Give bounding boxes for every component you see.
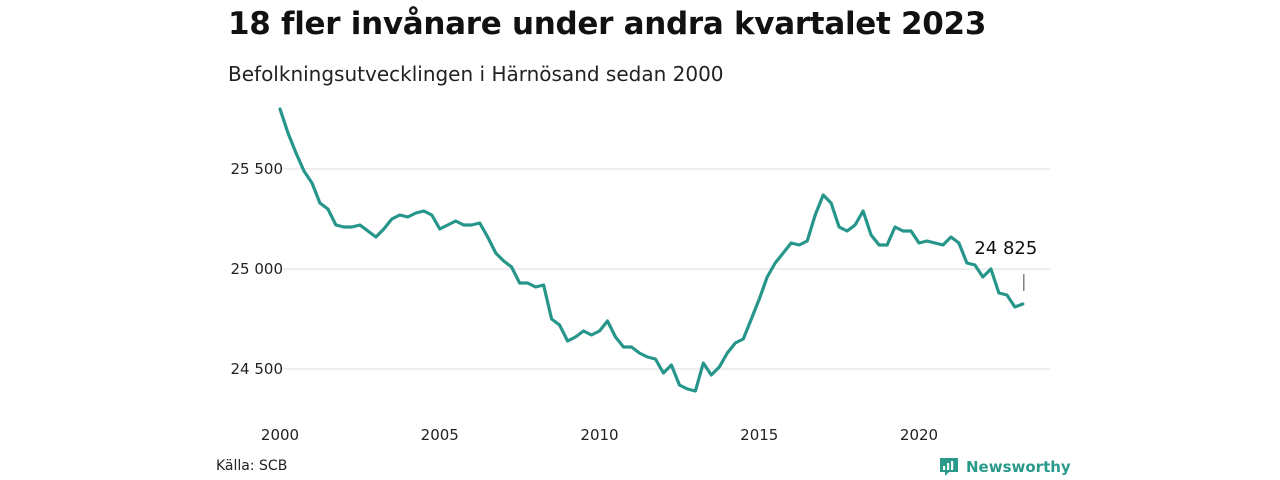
chart-subtitle: Befolkningsutvecklingen i Härnösand seda… <box>228 62 724 86</box>
bar-chart-logo-icon <box>940 458 958 476</box>
y-tick-label: 24 500 <box>231 360 284 378</box>
chart-title: 18 fler invånare under andra kvartalet 2… <box>228 6 987 42</box>
x-tick-label: 2015 <box>740 426 778 444</box>
y-tick-label: 25 000 <box>231 260 284 278</box>
source-note: Källa: SCB <box>216 458 288 474</box>
brand-logo[interactable]: Newsworthy <box>938 456 1071 478</box>
series-line <box>278 107 1025 393</box>
x-tick-label: 2020 <box>900 426 938 444</box>
annotation-layer: 24 825 <box>974 238 1037 291</box>
x-tick-label: 2010 <box>580 426 618 444</box>
x-tick-label: 2000 <box>261 426 299 444</box>
grid-lines <box>280 168 1050 370</box>
x-tick-label: 2005 <box>421 426 459 444</box>
y-tick-label: 25 500 <box>231 160 284 178</box>
brand-name: Newsworthy <box>966 458 1071 476</box>
series-layer <box>278 107 1025 393</box>
annotation-label: 24 825 <box>974 238 1037 259</box>
x-axis: 2000 2005 2010 2015 2020 <box>261 426 938 444</box>
y-axis: 24 500 25 000 25 500 <box>231 160 284 378</box>
